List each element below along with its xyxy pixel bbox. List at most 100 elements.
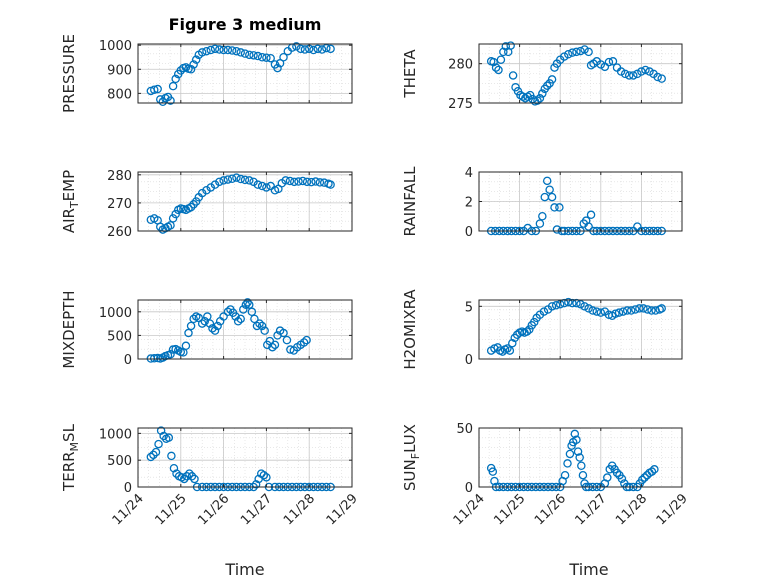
air-temp-data-point <box>294 177 303 186</box>
mixdepth-data-point <box>279 328 288 338</box>
air-temp-data-point <box>315 178 325 187</box>
air-temp-data-point <box>253 180 263 189</box>
air-temp-data-point <box>281 176 290 185</box>
terr-msl-axes-box <box>137 427 353 488</box>
pressure-data-point <box>153 84 162 94</box>
rainfall-data-point <box>542 176 552 186</box>
terr-msl-data-point <box>182 472 192 481</box>
theta-data-point <box>542 81 552 90</box>
sun-flux-data-point <box>578 470 588 480</box>
h2omixra-data-point <box>647 306 656 315</box>
terr-msl-data-point <box>259 470 269 480</box>
terr-msl-plot-area <box>138 428 352 487</box>
panel-rainfall: 0 2 4 RAINFALL <box>401 166 683 240</box>
theta-data-point <box>494 65 503 75</box>
sun-flux-data-point <box>488 467 498 476</box>
sun-flux-data-point <box>603 473 612 482</box>
pressure-data-point <box>266 53 275 63</box>
sun-flux-data-point <box>573 447 583 456</box>
air-temp-data-point <box>311 177 320 186</box>
mixdepth-data-point <box>208 324 217 333</box>
pressure-data-point <box>309 45 318 55</box>
air-temp-y-tick-label: 270 <box>107 197 132 212</box>
mixdepth-data-point <box>268 342 277 352</box>
mixdepth-data-point <box>250 314 259 324</box>
mixdepth-y-tick-label: 500 <box>107 329 132 344</box>
sun-flux-data-point <box>617 474 627 483</box>
mixdepth-data-point <box>245 300 254 309</box>
air-temp-data-point <box>262 183 271 192</box>
h2omixra-data-point <box>657 304 666 313</box>
mixdepth-data-point <box>299 338 309 347</box>
sun-flux-data-point <box>570 429 580 439</box>
terr-msl-y-tick-label: 0 <box>124 481 132 496</box>
theta-data-point <box>501 42 511 51</box>
mixdepth-data-point <box>166 350 175 359</box>
theta-data-point <box>568 48 577 57</box>
pressure-data-point <box>215 45 224 54</box>
x-axis-label-left: Time <box>224 560 264 579</box>
pressure-data-point <box>236 48 245 57</box>
mixdepth-data-point <box>233 316 243 326</box>
rainfall-data-point <box>545 185 554 194</box>
h2omixra-data-point <box>611 309 620 318</box>
h2omixra-data-point <box>580 302 589 311</box>
air-temp-data-point <box>189 200 198 209</box>
sun-flux-data-point <box>563 459 572 468</box>
theta-data-point <box>608 57 618 66</box>
theta-data-point <box>535 94 545 103</box>
pressure-data-point <box>227 46 237 55</box>
pressure-data-point <box>245 50 254 60</box>
h2omixra-data-point <box>529 317 539 327</box>
air-temp-data-point <box>236 174 245 184</box>
h2omixra-data-point <box>614 308 624 317</box>
theta-y-tick-label: 275 <box>448 97 473 112</box>
rainfall-data-point <box>535 219 545 228</box>
air-temp-data-point <box>257 181 267 191</box>
theta-data-point <box>637 67 646 76</box>
air-temp-data-point <box>202 186 211 195</box>
air-temp-data-point <box>307 177 316 187</box>
pressure-data-point <box>191 55 201 64</box>
mixdepth-data-point <box>189 314 198 324</box>
pressure-data-point <box>150 85 159 95</box>
mixdepth-data-point <box>210 326 220 335</box>
terr-msl-y-axis-label: TERRMSL <box>60 423 81 492</box>
pressure-data-point <box>273 63 282 73</box>
air-temp-data-point <box>232 173 241 182</box>
theta-y-axis-label: THETA <box>401 49 419 99</box>
rainfall-y-tick-label: 4 <box>465 166 473 181</box>
terr-msl-data-point <box>262 473 271 482</box>
h2omixra-y-axis-label: H2OMIXRA <box>401 289 419 370</box>
h2omixra-data-point <box>539 307 549 316</box>
mixdepth-data-point <box>181 341 191 351</box>
panel-h2omixra: 0 5 H2OMIXRA <box>401 289 683 370</box>
air-temp-data-point <box>197 188 207 198</box>
air-temp-data-point <box>210 180 220 189</box>
pressure-data-point <box>168 81 178 91</box>
sun-flux-data-point <box>565 449 575 459</box>
pressure-data-point <box>206 45 216 55</box>
h2omixra-data-point <box>635 304 644 313</box>
theta-data-point <box>506 41 515 50</box>
mixdepth-data-point <box>247 307 257 317</box>
h2omixra-data-point <box>505 346 515 355</box>
pressure-data-point <box>186 65 196 74</box>
pressure-y-tick-label: 900 <box>107 63 132 78</box>
sun-flux-data-point <box>490 476 499 486</box>
theta-data-point <box>499 47 508 57</box>
air-temp-y-tick-label: 280 <box>107 169 132 184</box>
mixdepth-data-point <box>236 314 245 324</box>
pressure-data-point <box>171 74 180 84</box>
theta-data-point <box>538 89 547 98</box>
mixdepth-data-point <box>252 321 262 331</box>
rainfall-data-point <box>555 203 564 212</box>
air-temp-data-point <box>249 177 258 187</box>
h2omixra-data-point <box>551 301 561 310</box>
pressure-data-point <box>262 53 271 62</box>
sun-flux-data-point <box>572 435 581 445</box>
terr-msl-y-tick-label: 500 <box>107 454 132 469</box>
mixdepth-data-point <box>150 354 159 363</box>
mixdepth-data-point <box>255 319 264 328</box>
pressure-y-tick-label: 800 <box>107 87 132 102</box>
